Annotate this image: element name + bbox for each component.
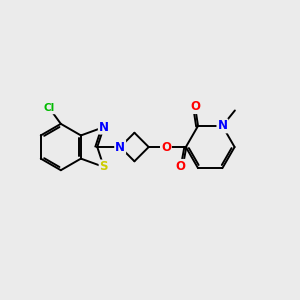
Text: N: N: [115, 140, 125, 154]
Text: O: O: [190, 100, 200, 113]
Text: O: O: [176, 160, 186, 173]
Text: N: N: [99, 121, 109, 134]
Text: O: O: [161, 140, 171, 154]
Text: N: N: [218, 119, 227, 132]
Text: Cl: Cl: [44, 103, 55, 113]
Text: S: S: [100, 160, 108, 173]
